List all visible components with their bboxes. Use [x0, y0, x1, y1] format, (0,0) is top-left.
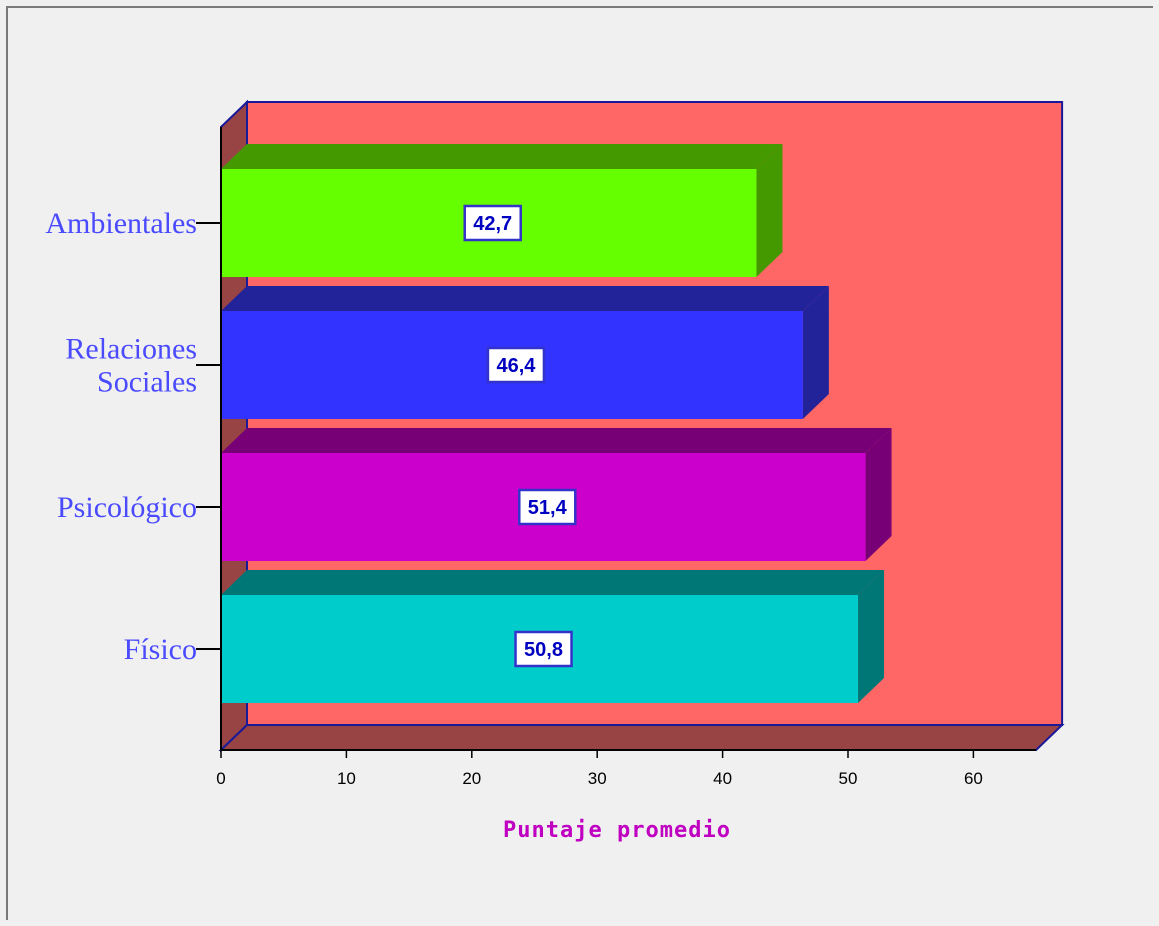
bar-side-face: [756, 144, 783, 277]
value-label-1: 42,7: [463, 204, 522, 242]
category-label: Psicológico: [57, 491, 197, 524]
bars-group: [221, 144, 892, 703]
value-label-box: [518, 488, 577, 526]
chart-frame: [6, 6, 1153, 920]
bar-side-face: [865, 428, 892, 561]
bar-top-face: [221, 428, 892, 453]
category-label: Físico: [124, 633, 197, 666]
x-tick-label: 10: [337, 769, 356, 788]
bar-4: [221, 570, 885, 703]
category-label: Relaciones: [65, 333, 197, 366]
value-label-text: 46,4: [496, 355, 536, 377]
value-label-3: 51,4: [518, 488, 577, 526]
x-tick-label: 20: [462, 769, 481, 788]
value-label-2: 46,4: [486, 346, 546, 384]
chart-floor: [218, 724, 1065, 751]
x-tick-label: 40: [713, 769, 732, 788]
bar-top-face: [221, 286, 829, 311]
bar-top-face: [221, 144, 783, 169]
x-tick-label: 60: [964, 769, 983, 788]
bar-2: [221, 286, 829, 419]
bar-side-face: [802, 286, 829, 419]
value-label-box: [463, 204, 522, 242]
x-tick-label: 30: [588, 769, 607, 788]
value-label-text: 50,8: [524, 639, 563, 661]
value-label-box: [486, 346, 546, 384]
x-tick-label: 0: [216, 769, 225, 788]
x-tick-label: 50: [839, 769, 858, 788]
axes-group: 0 10 20 30 40 50 60: [216, 127, 1037, 788]
value-label-text: 51,4: [528, 497, 568, 519]
bar-top-face: [221, 570, 885, 595]
category-label: Sociales: [97, 366, 197, 399]
value-label-box: [514, 630, 573, 668]
value-label-4: 50,8: [514, 630, 573, 668]
value-labels: 42,7 46,4 51,4 50,8: [463, 204, 577, 668]
bar-side-face: [858, 570, 885, 703]
value-label-text: 42,7: [473, 213, 512, 235]
x-axis-title: Puntaje promedio: [503, 818, 731, 843]
category-label: Ambientales: [45, 207, 197, 240]
